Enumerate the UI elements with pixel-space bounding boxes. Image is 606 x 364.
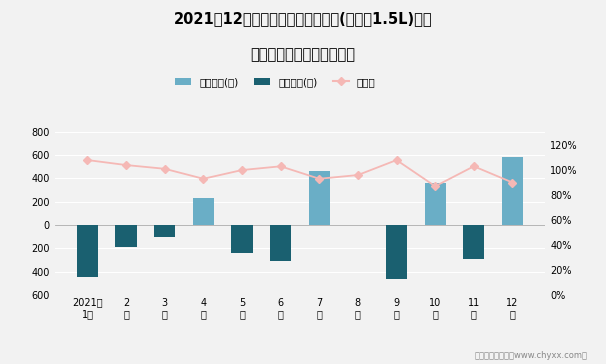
Text: 年库存情况及产销率统计图: 年库存情况及产销率统计图	[250, 47, 356, 62]
Bar	[386, 225, 407, 278]
Bar	[425, 183, 446, 225]
Bar	[154, 225, 175, 237]
Bar	[270, 225, 291, 261]
Bar	[193, 198, 214, 225]
Text: 制图：智研咨询（www.chyxx.com）: 制图：智研咨询（www.chyxx.com）	[475, 351, 588, 360]
Bar	[502, 157, 523, 225]
Text: 2021年12月新威驰旗下最畅销轿车(新威驰1.5L)近一: 2021年12月新威驰旗下最畅销轿车(新威驰1.5L)近一	[174, 11, 432, 26]
Bar	[463, 225, 484, 259]
Bar	[77, 225, 98, 277]
Legend: 积压库存(辆), 清仓库存(辆), 产销率: 积压库存(辆), 清仓库存(辆), 产销率	[171, 73, 380, 91]
Bar	[231, 225, 253, 253]
Bar	[308, 171, 330, 225]
Bar	[116, 225, 137, 246]
